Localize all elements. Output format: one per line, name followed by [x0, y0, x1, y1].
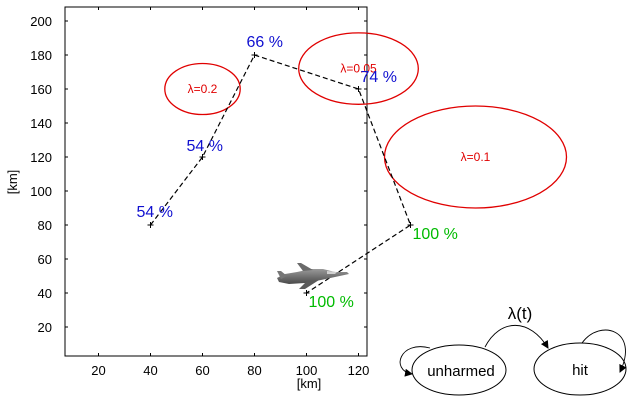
threat-zone-ellipse: [383, 105, 568, 209]
x-ticks: 20 40 60 80 100 120: [91, 7, 369, 378]
state-hit-label: hit: [572, 362, 589, 379]
y-tick-label: 100: [30, 184, 52, 199]
waypoint-label: 66 %: [247, 34, 283, 51]
x-tick-label: 20: [91, 363, 105, 378]
x-tick-label: 100: [296, 363, 318, 378]
threat-zones: λ=0.2 λ=0.05 λ=0.1: [164, 32, 568, 209]
threat-zone-ellipse: [298, 32, 419, 105]
waypoint-marker: [303, 290, 310, 296]
x-tick-label: 60: [195, 363, 209, 378]
y-tick-label: 80: [38, 218, 52, 233]
markov-diagram: λ(t) unharmed hit: [399, 304, 627, 396]
x-tick-label: 120: [348, 363, 370, 378]
self-loop-unharmed-arrow: [399, 346, 431, 377]
markov-title: λ(t): [508, 304, 533, 323]
y-ticks: 20 40 60 80 100 120 140 160 180 200: [30, 14, 367, 335]
waypoint-label: 54 %: [187, 138, 223, 155]
threat-zone-label: λ=0.1: [461, 150, 491, 164]
threat-zone-ellipse: [164, 62, 241, 116]
flight-path-points: [147, 52, 414, 296]
waypoint-marker: [355, 86, 362, 92]
x-tick-label: 40: [143, 363, 157, 378]
y-tick-label: 60: [38, 252, 52, 267]
waypoint-label: 100 %: [413, 226, 458, 243]
waypoint-label: 54 %: [137, 204, 173, 221]
state-unharmed-label: unharmed: [427, 363, 495, 380]
jet-fighter-icon: [277, 263, 349, 289]
self-loop-hit-arrow: [581, 329, 627, 373]
y-axis-label: [km]: [5, 170, 20, 195]
waypoint-marker: [251, 52, 258, 58]
y-tick-label: 120: [30, 150, 52, 165]
waypoint-label: 100 %: [309, 294, 354, 311]
waypoint-marker: [199, 154, 206, 160]
y-tick-label: 160: [30, 82, 52, 97]
threat-zone-label: λ=0.05: [340, 62, 377, 76]
waypoint-label: 74 %: [361, 69, 397, 86]
waypoint-marker: [147, 222, 154, 228]
x-tick-label: 80: [247, 363, 261, 378]
threat-zone-label: λ=0.2: [188, 82, 218, 96]
flight-path-labels: 54 % 54 % 66 % 74 % 100 % 100 %: [137, 34, 458, 311]
waypoint-marker: [407, 222, 414, 228]
y-tick-label: 200: [30, 14, 52, 29]
y-tick-label: 140: [30, 116, 52, 131]
y-tick-label: 40: [38, 286, 52, 301]
y-tick-label: 20: [38, 320, 52, 335]
transition-unharmed-to-hit-arrow: [484, 324, 549, 349]
flight-path-line: [150, 54, 412, 294]
y-tick-label: 180: [30, 48, 52, 63]
x-axis-label: [km]: [297, 376, 322, 391]
